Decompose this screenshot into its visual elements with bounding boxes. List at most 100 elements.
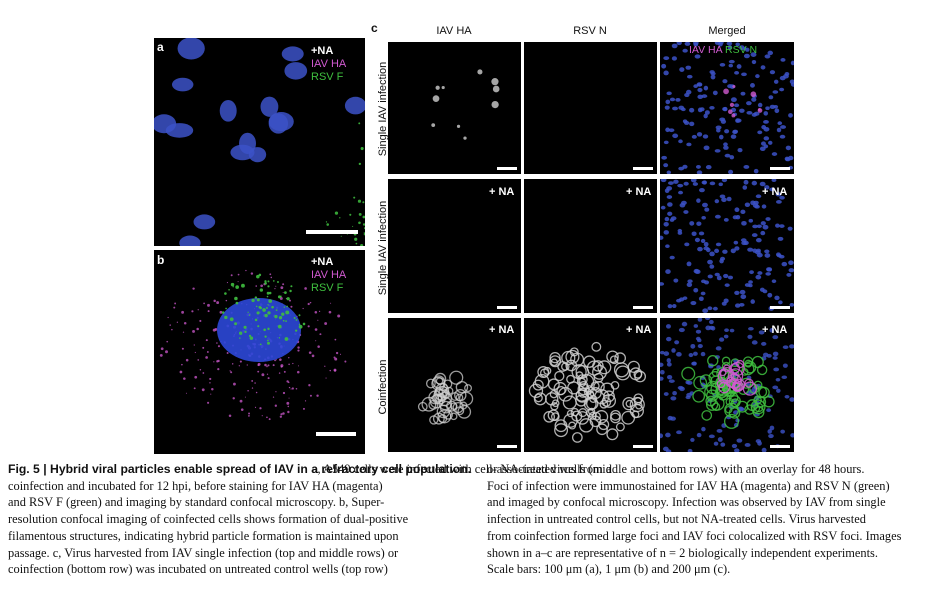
micrograph-texture: [275, 285, 277, 287]
micrograph-texture: [734, 207, 740, 212]
panel-a-legend-iav-ha: IAV HA: [311, 58, 347, 70]
micrograph-texture: [276, 280, 279, 283]
micrograph-texture: [354, 237, 358, 241]
micrograph-texture: [753, 380, 763, 390]
micrograph-texture: [672, 303, 677, 309]
micrograph-texture: [788, 268, 794, 273]
micrograph-texture: [789, 302, 794, 307]
micrograph-texture: [267, 341, 270, 345]
micrograph-texture: [779, 75, 786, 81]
micrograph-texture: [202, 346, 205, 349]
micrograph-texture: [710, 74, 716, 80]
micrograph-texture: [709, 325, 714, 330]
micrograph-texture: [724, 402, 739, 418]
micrograph-texture: [302, 407, 305, 410]
micrograph-texture: [721, 179, 728, 183]
micrograph-texture: [712, 306, 718, 311]
micrograph-texture: [429, 415, 439, 425]
caption-right-line-4: infection in untreated control cells, bu…: [487, 512, 866, 527]
c-row1-rsv-n-micrograph: [524, 42, 657, 174]
micrograph-texture: [280, 365, 283, 368]
micrograph-texture: [734, 70, 740, 75]
micrograph-texture: [666, 336, 672, 342]
micrograph-texture: [660, 205, 666, 210]
micrograph-texture: [274, 314, 278, 319]
micrograph-texture: [219, 310, 223, 314]
c-merged-legend: IAV HA RSV N: [689, 44, 757, 56]
micrograph-texture: [697, 344, 703, 349]
micrograph-texture: [219, 99, 237, 122]
micrograph-texture: [688, 353, 694, 358]
micrograph-texture: [565, 359, 578, 372]
micrograph-texture: [288, 363, 290, 366]
micrograph-texture: [668, 379, 675, 383]
micrograph-texture: [777, 236, 784, 241]
micrograph-texture: [766, 268, 772, 272]
micrograph-texture: [761, 124, 767, 130]
micrograph-texture: [739, 289, 746, 295]
micrograph-texture: [719, 194, 726, 199]
micrograph-texture: [251, 298, 255, 303]
micrograph-texture: [425, 378, 436, 389]
micrograph-texture: [234, 322, 238, 326]
micrograph-texture: [694, 54, 701, 59]
micrograph-texture: [723, 218, 729, 222]
micrograph-texture: [777, 121, 783, 126]
micrograph-texture: [477, 69, 483, 75]
micrograph-texture: [201, 388, 205, 392]
micrograph-texture: [703, 246, 710, 251]
caption-left-line-3: and RSV F (green) and imaging by standar…: [8, 495, 385, 510]
micrograph-texture: [740, 294, 747, 300]
micrograph-texture: [278, 372, 281, 374]
micrograph-texture: [719, 134, 724, 140]
micrograph-texture: [239, 399, 243, 403]
micrograph-texture: [686, 282, 693, 288]
micrograph-texture: [279, 415, 282, 418]
micrograph-texture: [606, 350, 619, 364]
micrograph-texture: [463, 136, 467, 140]
micrograph-texture: [678, 166, 685, 171]
micrograph-texture: [183, 377, 186, 380]
micrograph-texture: [267, 339, 269, 342]
micrograph-texture: [662, 446, 669, 452]
micrograph-texture: [449, 370, 464, 385]
micrograph-texture: [269, 273, 272, 276]
micrograph-texture: [748, 218, 754, 223]
micrograph-texture: [277, 295, 281, 299]
micrograph-texture: [755, 74, 760, 79]
micrograph-texture: [237, 281, 239, 283]
micrograph-texture: [691, 231, 697, 236]
micrograph-texture: [213, 299, 216, 303]
micrograph-texture: [241, 283, 245, 288]
micrograph-texture: [272, 280, 275, 282]
micrograph-texture: [457, 404, 472, 419]
micrograph-texture: [750, 83, 755, 88]
micrograph-texture: [740, 209, 746, 214]
micrograph-texture: [228, 288, 230, 291]
micrograph-texture: [703, 85, 709, 91]
micrograph-texture: [326, 223, 330, 226]
micrograph-texture: [165, 350, 168, 354]
panel-a-legend: +NA IAV HA RSV F: [311, 45, 346, 84]
micrograph-texture: [736, 64, 742, 69]
micrograph-texture: [707, 259, 713, 265]
micrograph-texture: [307, 302, 310, 306]
micrograph-texture: [690, 179, 697, 183]
micrograph-texture: [259, 343, 262, 346]
c-row2-iav-ha-image: [388, 179, 521, 313]
micrograph-texture: [769, 425, 775, 431]
micrograph-texture: [753, 200, 759, 205]
micrograph-texture: [718, 182, 723, 187]
micrograph-texture: [615, 365, 631, 381]
micrograph-texture: [663, 351, 670, 356]
micrograph-texture: [703, 145, 710, 151]
micrograph-texture: [566, 409, 575, 418]
micrograph-texture: [232, 286, 234, 288]
micrograph-texture: [230, 371, 233, 374]
c-row2-rsv-n-na-label: + NA: [626, 186, 652, 198]
micrograph-texture: [431, 376, 446, 391]
micrograph-texture: [730, 248, 736, 254]
micrograph-texture: [739, 108, 745, 113]
micrograph-texture: [661, 155, 667, 160]
micrograph-texture: [232, 397, 235, 400]
